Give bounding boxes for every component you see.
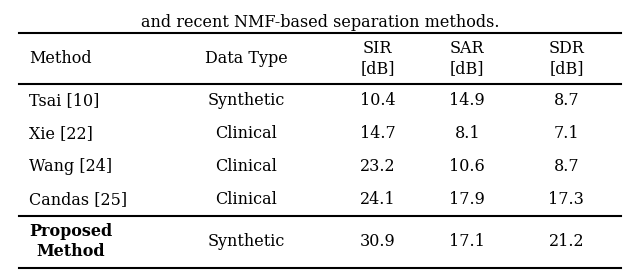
Text: Clinical: Clinical xyxy=(216,191,277,208)
Text: 7.1: 7.1 xyxy=(554,125,579,142)
Text: Method: Method xyxy=(29,50,92,67)
Text: 17.9: 17.9 xyxy=(449,191,485,208)
Text: 24.1: 24.1 xyxy=(360,191,396,208)
Text: Proposed
Method: Proposed Method xyxy=(29,223,112,260)
Text: Candas [25]: Candas [25] xyxy=(29,191,127,208)
Text: Wang [24]: Wang [24] xyxy=(29,158,112,175)
Text: 30.9: 30.9 xyxy=(360,233,396,250)
Text: Synthetic: Synthetic xyxy=(208,233,285,250)
Text: Clinical: Clinical xyxy=(216,125,277,142)
Text: 14.9: 14.9 xyxy=(449,92,485,109)
Text: 8.1: 8.1 xyxy=(454,125,480,142)
Text: SDR
[dB]: SDR [dB] xyxy=(548,40,584,77)
Text: Synthetic: Synthetic xyxy=(208,92,285,109)
Text: 10.4: 10.4 xyxy=(360,92,396,109)
Text: 17.1: 17.1 xyxy=(449,233,485,250)
Text: Xie [22]: Xie [22] xyxy=(29,125,93,142)
Text: and recent NMF-based separation methods.: and recent NMF-based separation methods. xyxy=(141,14,499,31)
Text: 23.2: 23.2 xyxy=(360,158,396,175)
Text: 8.7: 8.7 xyxy=(554,158,579,175)
Text: 10.6: 10.6 xyxy=(449,158,485,175)
Text: 21.2: 21.2 xyxy=(548,233,584,250)
Text: Clinical: Clinical xyxy=(216,158,277,175)
Text: 8.7: 8.7 xyxy=(554,92,579,109)
Text: Tsai [10]: Tsai [10] xyxy=(29,92,99,109)
Text: SIR
[dB]: SIR [dB] xyxy=(360,40,395,77)
Text: Data Type: Data Type xyxy=(205,50,288,67)
Text: 14.7: 14.7 xyxy=(360,125,396,142)
Text: SAR
[dB]: SAR [dB] xyxy=(450,40,484,77)
Text: 17.3: 17.3 xyxy=(548,191,584,208)
